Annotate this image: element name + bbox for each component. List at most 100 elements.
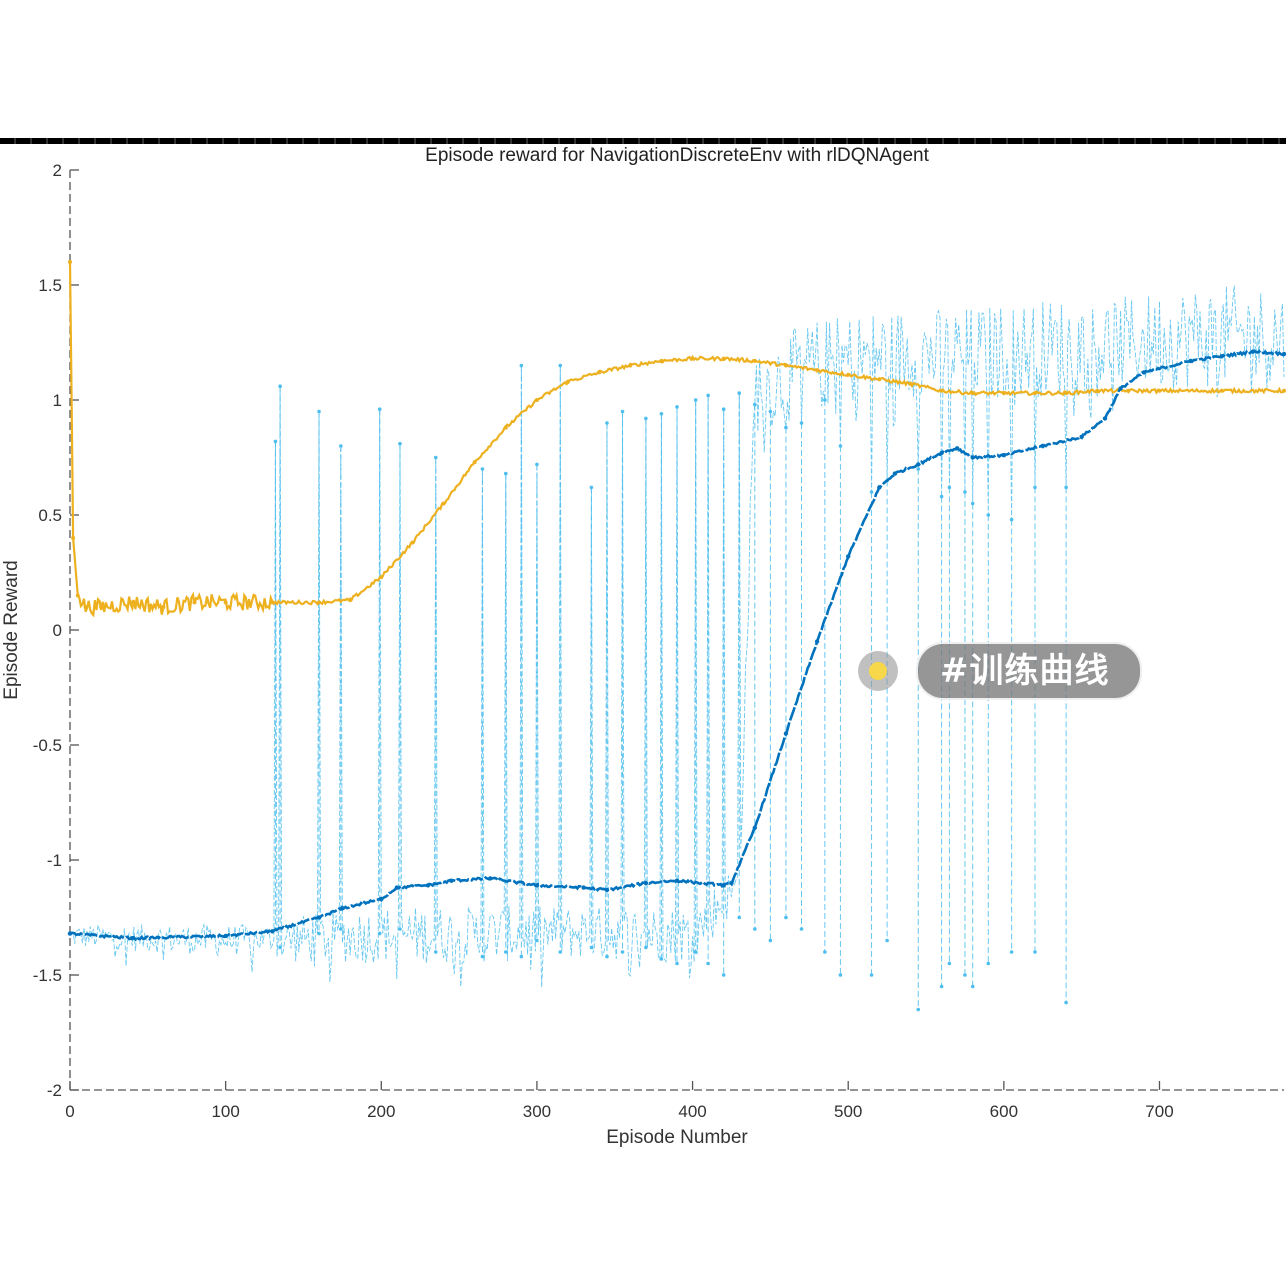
episode-spike-marker-27 (838, 444, 843, 448)
avg-marker-0 (67, 931, 73, 936)
q0-marker-36 (1126, 388, 1131, 393)
q0-marker-24 (752, 358, 757, 363)
avg-marker-28 (1001, 453, 1007, 458)
y-axis-title: Episode Reward (1, 560, 22, 699)
avg-marker-34 (1188, 358, 1193, 364)
avg-marker-33 (1141, 370, 1147, 375)
series-episode-q0 (68, 260, 1286, 618)
episode-spike-marker-19 (706, 393, 710, 398)
episode-spike-marker-2 (317, 409, 321, 414)
q0-marker-21 (659, 358, 664, 363)
q0-marker-39 (1282, 388, 1286, 393)
q0-marker-2 (75, 593, 80, 598)
episode-spike-marker-1 (278, 384, 282, 389)
avg-marker-11 (534, 883, 540, 888)
avg-marker-19 (783, 731, 789, 736)
avg-marker-36 (1250, 349, 1256, 354)
episode-spike-base-6 (433, 950, 438, 954)
q0-marker-31 (970, 391, 975, 396)
episode-spike-marker-20 (721, 407, 726, 412)
q0-marker-15 (472, 460, 477, 465)
q0-marker-0 (68, 260, 72, 264)
episode-spike-base-5 (398, 927, 402, 931)
episode-spike-marker-37 (1033, 485, 1037, 490)
episode-spike-marker-0 (273, 439, 278, 444)
x-tick-label-4: 400 (678, 1102, 706, 1121)
episode-spike-base-9 (519, 954, 524, 959)
q0-marker-32 (1001, 391, 1006, 396)
episode-spike-marker-35 (986, 513, 991, 517)
q0-marker-17 (534, 398, 539, 402)
avg-marker-20 (814, 639, 820, 644)
q0-marker-20 (628, 363, 633, 368)
topic-tag-label: #训练曲线 (916, 642, 1142, 700)
episode-spike-base-19 (706, 961, 710, 966)
episode-spike-base-23 (768, 938, 773, 943)
episode-spike-base-22 (753, 927, 757, 931)
avg-marker-23 (892, 471, 898, 476)
episode-spike-marker-9 (519, 363, 524, 368)
tag-dot-icon (858, 651, 898, 691)
q0-marker-23 (721, 356, 726, 361)
episode-spike-marker-36 (1009, 517, 1014, 522)
avg-marker-9 (449, 878, 454, 883)
x-tick-label-1: 100 (211, 1102, 239, 1121)
x-tick-label-7: 700 (1145, 1102, 1173, 1121)
avg-marker-35 (1219, 354, 1224, 359)
ticks-layer: 0 100 200 300 400 500 600 700 2 1.5 1 0.5 0 -0.5 -1 -1.… (33, 161, 1174, 1121)
episode-spike-marker-13 (605, 421, 609, 425)
episode-spike-base-14 (620, 950, 625, 954)
avg-marker-21 (846, 554, 851, 559)
avg-marker-13 (604, 887, 610, 893)
q0-marker-34 (1064, 391, 1069, 396)
avg-marker-10 (488, 876, 493, 881)
avg-marker-14 (643, 880, 649, 886)
avg-marker-15 (674, 878, 680, 883)
episode-spike-marker-32 (947, 485, 952, 490)
episode-spike-base-35 (986, 961, 991, 966)
q0-marker-22 (690, 356, 695, 361)
avg-marker-8 (425, 883, 431, 888)
y-tick-label-4: 0 (53, 621, 62, 640)
episode-spike-base-27 (838, 973, 843, 977)
episode-spike-marker-26 (823, 398, 827, 402)
data-layer (67, 260, 1286, 1012)
avg-marker-25 (939, 450, 944, 456)
q0-marker-1 (71, 536, 76, 540)
q0-marker-25 (783, 363, 788, 368)
episode-spike-base-7 (480, 954, 485, 959)
y-tick-label-3: 0.5 (38, 506, 62, 525)
episode-spike-base-10 (535, 938, 539, 943)
avg-marker-27 (970, 455, 975, 460)
avg-marker-1 (130, 936, 135, 941)
episode-spike-base-34 (970, 984, 975, 989)
topic-tag-badge[interactable]: #训练曲线 (858, 640, 1142, 702)
q0-marker-14 (441, 501, 446, 506)
episode-spike-base-2 (317, 931, 321, 936)
avg-marker-16 (721, 883, 726, 888)
episode-spike-base-11 (558, 950, 563, 954)
episode-spike-base-30 (916, 1007, 921, 1012)
episode-spike-marker-15 (644, 416, 648, 421)
q0-marker-12 (379, 575, 384, 580)
avg-marker-29 (1040, 443, 1045, 449)
episode-spike-marker-34 (970, 501, 975, 506)
y-tick-label-2: 1 (53, 391, 62, 410)
episode-spike-base-28 (869, 973, 874, 977)
episode-spike-base-26 (823, 950, 827, 954)
episode-spike-base-18 (693, 950, 698, 954)
avg-marker-6 (379, 896, 384, 902)
q0-marker-13 (410, 540, 415, 545)
q0-marker-7 (192, 600, 197, 605)
avg-marker-7 (394, 885, 400, 890)
episode-spike-base-17 (675, 961, 679, 966)
avg-marker-37 (1281, 351, 1286, 357)
avg-marker-26 (954, 446, 960, 451)
episode-spike-marker-12 (589, 485, 594, 490)
episode-spike-marker-38 (1064, 485, 1068, 490)
q0-marker-35 (1095, 388, 1100, 393)
q0-marker-27 (846, 372, 851, 377)
avg-marker-17 (729, 880, 734, 886)
x-tick-label-5: 500 (834, 1102, 862, 1121)
episode-spike-marker-22 (753, 402, 757, 407)
